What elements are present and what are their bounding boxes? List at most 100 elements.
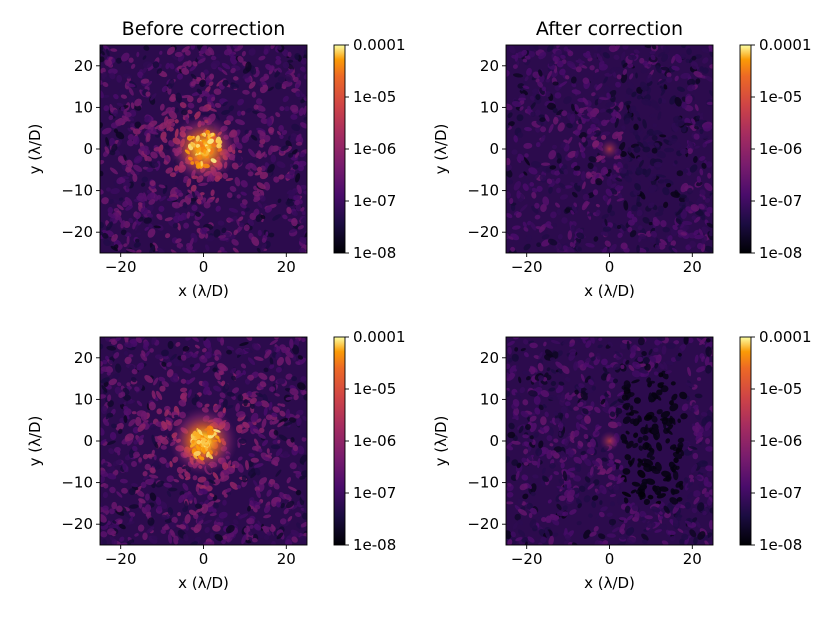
speckle [121, 487, 128, 494]
speckle [521, 474, 529, 481]
speckle [660, 523, 668, 530]
speckle [299, 236, 307, 244]
speckle [589, 531, 597, 537]
speckle [639, 491, 646, 498]
speckle [138, 457, 143, 463]
speckle [615, 81, 621, 88]
speckle [291, 504, 298, 510]
speckle [207, 199, 214, 203]
speckle [562, 511, 569, 517]
speckle [656, 442, 663, 452]
speckle [164, 405, 171, 412]
speckle [690, 204, 700, 212]
speckle [592, 130, 601, 137]
speckle [200, 72, 206, 79]
speckle [625, 527, 635, 536]
speckle [281, 129, 288, 136]
speckle [672, 224, 678, 231]
speckle [522, 58, 528, 63]
speckle [560, 141, 566, 149]
speckle [163, 145, 171, 150]
speckle [538, 114, 547, 119]
speckle [654, 211, 664, 217]
speckle [287, 59, 294, 63]
speckle [275, 501, 281, 508]
speckle [623, 497, 629, 504]
speckle [594, 540, 601, 545]
speckle [647, 173, 657, 182]
speckle [705, 75, 713, 82]
speckle [136, 232, 142, 236]
speckle [146, 189, 151, 194]
speckle [575, 245, 583, 253]
colorbar-tick-label: 0.0001 [353, 328, 406, 346]
speckle [529, 181, 535, 187]
speckle [510, 246, 516, 252]
speckle [202, 386, 211, 395]
speckle [121, 52, 130, 62]
speckle [100, 231, 104, 236]
speckle [601, 457, 608, 462]
speckle [630, 409, 639, 414]
speckle [582, 97, 589, 105]
speckle [122, 176, 130, 180]
speckle [660, 411, 671, 418]
speckle [274, 376, 279, 381]
speckle [119, 197, 124, 201]
speckle [242, 73, 251, 79]
speckle [191, 191, 196, 199]
core-speckle [195, 135, 200, 142]
speckle [641, 350, 647, 357]
speckle [165, 167, 174, 174]
speckle [266, 117, 273, 127]
speckle [512, 522, 518, 530]
speckle [692, 490, 701, 498]
speckle [180, 387, 188, 393]
speckle [100, 221, 104, 229]
speckle [529, 415, 537, 422]
speckle [102, 539, 107, 545]
core-speckle [207, 453, 214, 460]
speckle [536, 185, 543, 193]
speckle [670, 488, 676, 496]
speckle [277, 130, 281, 136]
speckle [118, 88, 128, 95]
speckle [280, 502, 285, 509]
speckle [616, 541, 626, 545]
speckle [244, 348, 253, 353]
speckle [662, 45, 670, 54]
speckle [514, 513, 521, 521]
speckle [258, 427, 265, 434]
speckle [520, 410, 529, 418]
speckle [640, 67, 648, 74]
speckle [511, 440, 521, 445]
speckle [629, 73, 634, 80]
speckle [292, 445, 299, 452]
speckle [591, 116, 600, 124]
speckle [220, 337, 225, 346]
speckle [676, 86, 686, 92]
speckle [130, 63, 136, 69]
speckle [151, 390, 156, 400]
speckle [237, 98, 245, 106]
speckle [696, 175, 702, 183]
speckle [606, 364, 613, 369]
speckle [669, 535, 676, 542]
x-tick-label: 20 [277, 258, 296, 276]
speckle [224, 488, 232, 493]
speckle [100, 501, 103, 508]
core-speckle [187, 135, 194, 140]
speckle [258, 143, 264, 148]
speckle [123, 243, 128, 248]
speckle [665, 428, 673, 435]
speckle [609, 411, 616, 417]
speckle [279, 344, 287, 351]
speckle [226, 391, 235, 397]
speckle [619, 528, 625, 535]
speckle [574, 463, 582, 473]
speckle [652, 130, 661, 135]
speckle [631, 370, 641, 378]
speckle [166, 369, 174, 378]
